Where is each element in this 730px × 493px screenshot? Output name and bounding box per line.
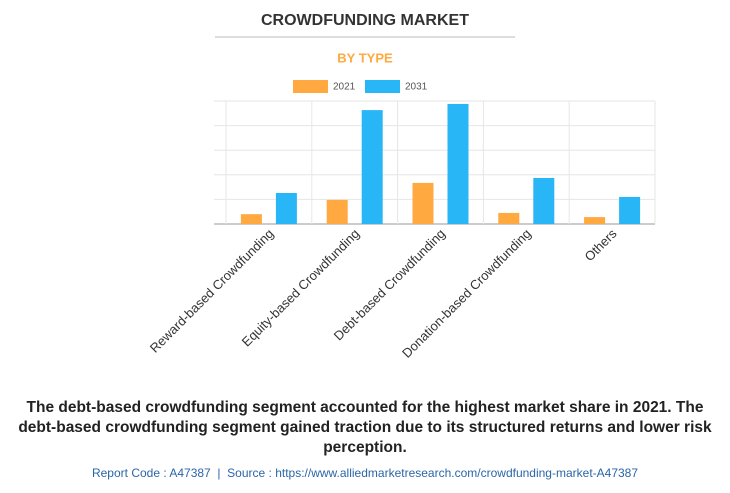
bar (533, 177, 555, 224)
bar (447, 103, 469, 224)
legend-swatch (293, 80, 328, 93)
bar (275, 193, 297, 224)
bar (361, 110, 383, 224)
bar (240, 214, 262, 224)
bar (326, 199, 348, 224)
bar (584, 217, 606, 224)
description: The debt-based crowdfunding segment acco… (18, 399, 712, 456)
footer: Report Code : A47387 | Source : https://… (91, 466, 639, 480)
chart-title: CROWDFUNDING MARKET (261, 12, 469, 29)
legend-swatch (365, 80, 400, 93)
legend-label: 2031 (405, 82, 428, 93)
x-tick-label: Others (581, 226, 620, 265)
bar (619, 196, 641, 224)
chart: CROWDFUNDING MARKET BY TYPE 2021 2031Rewa… (147, 12, 656, 361)
bar (412, 182, 434, 224)
chart-subtitle: BY TYPE (337, 50, 393, 65)
bar (498, 212, 520, 224)
legend-label: 2021 (333, 82, 356, 93)
